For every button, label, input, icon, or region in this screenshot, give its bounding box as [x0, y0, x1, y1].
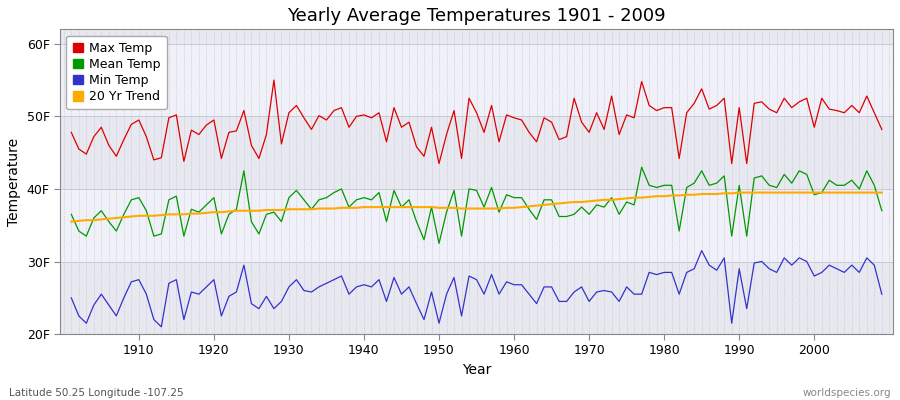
Legend: Max Temp, Mean Temp, Min Temp, 20 Yr Trend: Max Temp, Mean Temp, Min Temp, 20 Yr Tre…	[67, 36, 166, 110]
Bar	[60, 29, 893, 44]
X-axis label: Year: Year	[462, 363, 491, 377]
Y-axis label: Temperature: Temperature	[7, 138, 21, 226]
Text: Latitude 50.25 Longitude -107.25: Latitude 50.25 Longitude -107.25	[9, 388, 184, 398]
Text: worldspecies.org: worldspecies.org	[803, 388, 891, 398]
Bar	[60, 44, 893, 116]
Bar	[60, 189, 893, 262]
Bar	[60, 116, 893, 189]
Title: Yearly Average Temperatures 1901 - 2009: Yearly Average Temperatures 1901 - 2009	[287, 7, 666, 25]
Bar	[60, 262, 893, 334]
